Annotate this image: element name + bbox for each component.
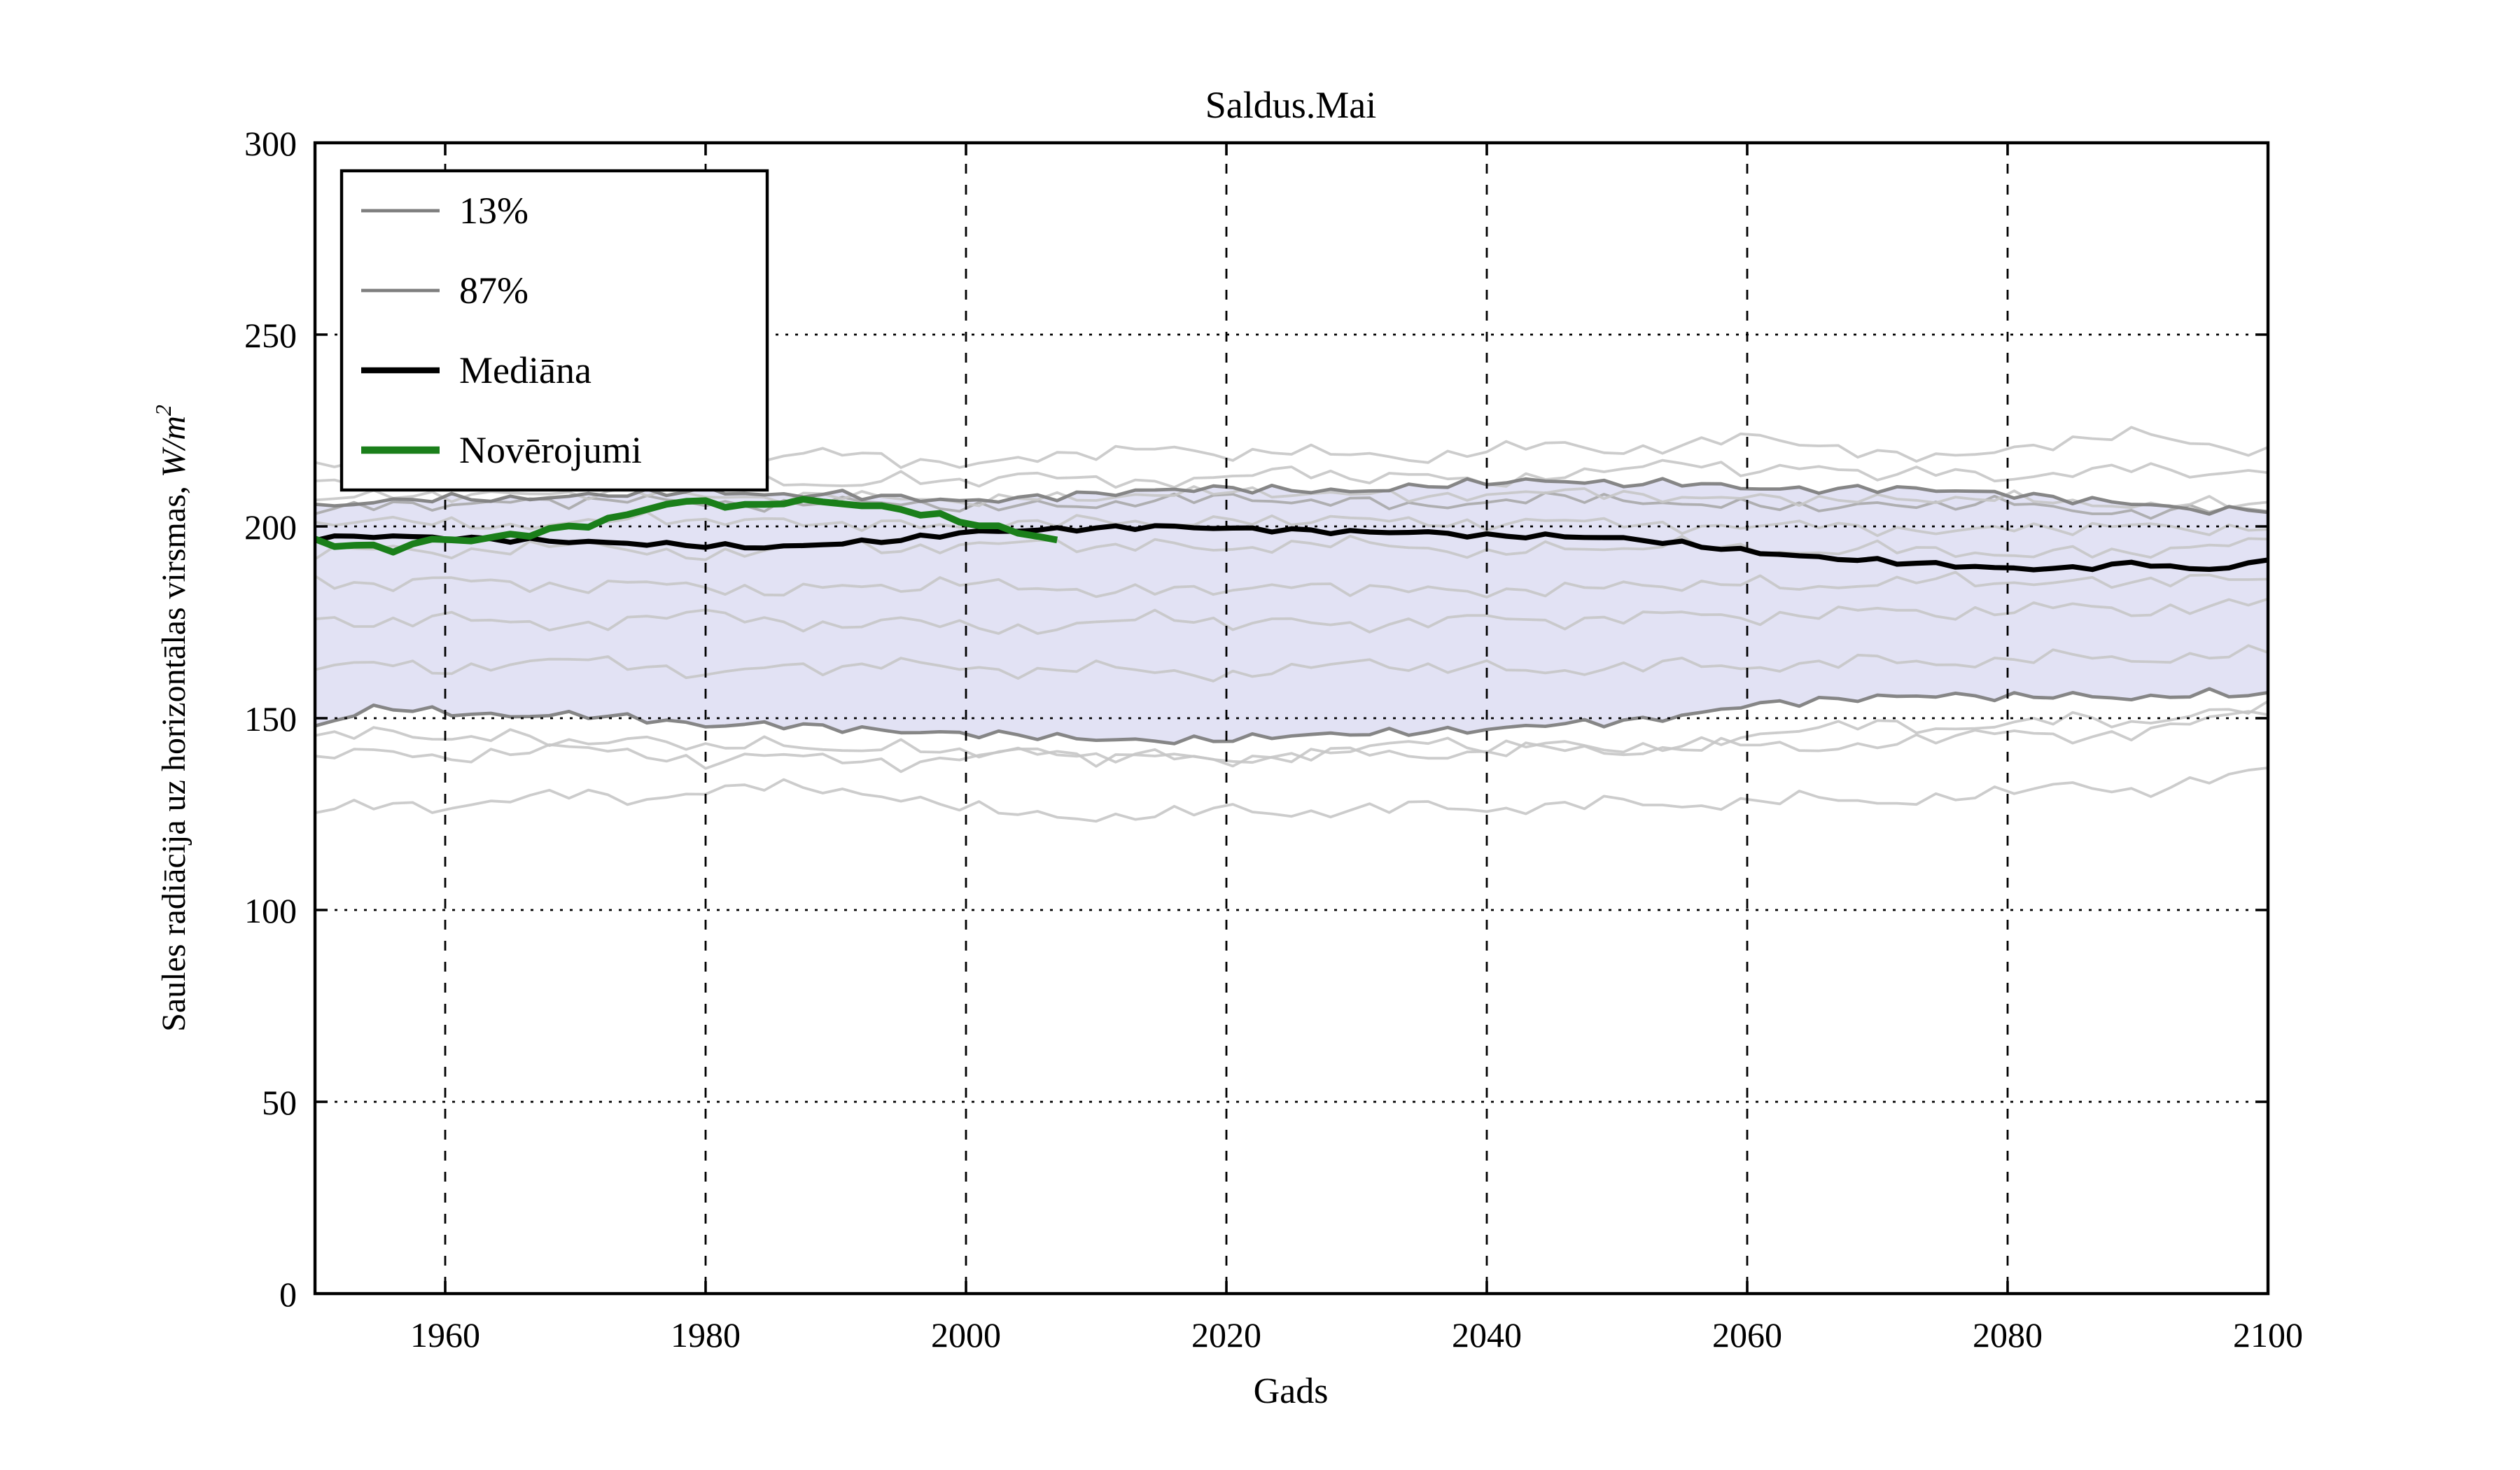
ensemble-line-ensemble-8 — [315, 597, 2268, 635]
legend-label: Mediāna — [459, 349, 592, 391]
percentile-line-13% — [315, 687, 2268, 746]
y-tick-label: 100 — [244, 891, 297, 930]
x-axis-label: Gads — [1254, 1371, 1329, 1411]
axes-frame: 1960 1980 2000 2020 2040 2060 2080 2100 0 50 100 15… — [244, 124, 2303, 1354]
x-tick-label: 1980 — [671, 1315, 741, 1354]
y-axis-label-text: Saules radiācija uz horizontālas virsmas… — [155, 477, 192, 1032]
observations-line — [315, 496, 1058, 556]
main-lines — [315, 496, 2268, 573]
ensemble-line-ensemble-7 — [315, 570, 2268, 598]
legend-label: 87% — [459, 270, 528, 312]
x-tick-label: 1960 — [410, 1315, 480, 1354]
y-axis-label-unit: W/m — [155, 416, 192, 477]
legend-box — [340, 169, 769, 492]
y-axis-label: Saules radiācija uz horizontālas virsmas… — [150, 405, 192, 1032]
legend-label: Novērojumi — [459, 429, 642, 471]
y-tick-label: 250 — [244, 316, 297, 355]
x-tick-label: 2040 — [1452, 1315, 1522, 1354]
ensemble-line-ensemble-9 — [315, 644, 2268, 682]
x-tick-label: 2080 — [1973, 1315, 2043, 1354]
legend: 13% 87% Mediāna Novērojumi — [340, 169, 769, 492]
legend-label: 13% — [459, 190, 528, 232]
y-tick-label: 150 — [244, 699, 297, 738]
ensemble-line-ensemble-11 — [315, 710, 2268, 764]
y-tick-label: 200 — [244, 507, 297, 547]
y-tick-label: 50 — [262, 1083, 297, 1122]
y-axis-label-exponent: 2 — [150, 405, 176, 416]
y-tick-label: 0 — [279, 1275, 297, 1314]
ensemble-lines — [315, 426, 2268, 823]
ensemble-line-ensemble-6 — [315, 534, 2268, 561]
x-tick-label: 2100 — [2233, 1315, 2303, 1354]
ensemble-line-ensemble-12 — [315, 766, 2268, 823]
x-tick-label: 2060 — [1712, 1315, 1782, 1354]
x-tick-label: 2020 — [1191, 1315, 1261, 1354]
ensemble-line-ensemble-3 — [315, 491, 2268, 520]
ensemble-line-ensemble-10 — [315, 700, 2268, 774]
median-line — [315, 523, 2268, 573]
y-tick-label: 300 — [244, 124, 297, 163]
x-tick-label: 2000 — [931, 1315, 1001, 1354]
chart-title: Saldus.Mai — [1205, 84, 1377, 126]
grid-lines — [315, 143, 2268, 1294]
